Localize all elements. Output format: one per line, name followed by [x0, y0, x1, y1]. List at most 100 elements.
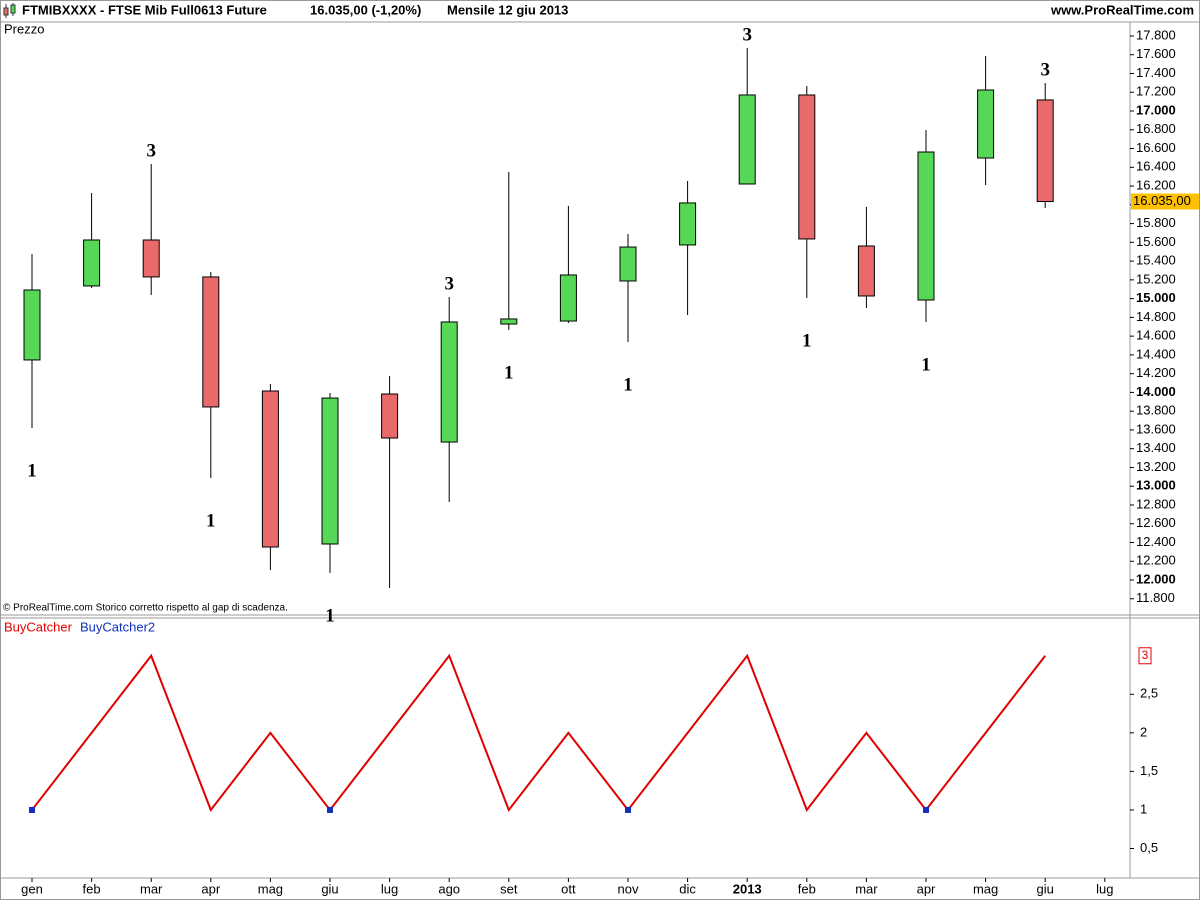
y-tick-label: 15.400 — [1136, 253, 1176, 268]
x-tick-label: dic — [679, 881, 696, 896]
y-tick-label: 12.800 — [1136, 496, 1176, 511]
y-tick-label: 14.000 — [1136, 384, 1176, 399]
y-tick-label: 14.200 — [1136, 365, 1176, 380]
x-tick-label: feb — [798, 881, 816, 896]
y-tick-label: 13.600 — [1136, 421, 1176, 436]
candle-label: 1 — [623, 374, 633, 395]
header-quote: 16.035,00 (-1,20%) — [310, 2, 421, 17]
legend-entry: BuyCatcher — [4, 619, 73, 634]
header-bar — [1, 1, 1199, 22]
y-tick-label: 17.600 — [1136, 46, 1176, 61]
y-tick-label: 15.000 — [1136, 290, 1176, 305]
y-tick-label: 13.400 — [1136, 440, 1176, 455]
y-tick-label: 14.400 — [1136, 346, 1176, 361]
candle-label: 3 — [146, 140, 156, 161]
footnote: © ProRealTime.com Storico corretto rispe… — [3, 603, 288, 614]
y-tick-label: 12.400 — [1136, 534, 1176, 549]
candle-label: 1 — [206, 510, 216, 531]
candle-label: 3 — [1040, 59, 1050, 80]
x-tick-label: apr — [917, 881, 936, 896]
candle-body — [619, 246, 637, 282]
header-symbol: FTMIBXXXX - FTSE Mib Full0613 Future — [22, 2, 267, 17]
indicator-dot — [625, 806, 631, 813]
last-price-label: 16.035,00 — [1133, 193, 1191, 208]
y-tick-label: 1 — [1140, 801, 1147, 816]
y-tick-label: 1,5 — [1140, 763, 1158, 778]
indicator-dot — [29, 806, 35, 813]
candle-body — [83, 239, 101, 287]
y-tick-label: 12.200 — [1136, 553, 1176, 568]
x-tick-label: feb — [83, 881, 101, 896]
candle-label: 1 — [921, 354, 931, 375]
y-tick-label: 17.000 — [1136, 102, 1176, 117]
header-source: www.ProRealTime.com — [1050, 2, 1194, 17]
candle-body — [798, 94, 816, 240]
panel-label: Prezzo — [4, 21, 44, 36]
x-tick-label: mag — [258, 881, 283, 896]
x-tick-label: ott — [561, 881, 576, 896]
x-tick-label: apr — [201, 881, 220, 896]
header-period: Mensile 12 giu 2013 — [447, 2, 568, 17]
y-tick-label: 17.800 — [1136, 27, 1176, 42]
candle-label: 3 — [444, 273, 454, 294]
candle-body — [679, 202, 697, 246]
y-tick-label: 2,5 — [1140, 686, 1158, 701]
y-tick-label: 14.800 — [1136, 309, 1176, 324]
candle-body — [1036, 99, 1054, 203]
candle-body — [321, 397, 339, 545]
candle-body — [738, 94, 756, 185]
y-tick-label: 14.600 — [1136, 328, 1176, 343]
last-value-box — [1138, 647, 1152, 665]
y-tick-label: 13.200 — [1136, 459, 1176, 474]
y-tick-label: 12.600 — [1136, 515, 1176, 530]
x-tick-label: set — [500, 881, 518, 896]
y-tick-label: 13.000 — [1136, 478, 1176, 493]
x-tick-label: lug — [1096, 881, 1113, 896]
y-tick-label: 16.400 — [1136, 159, 1176, 174]
x-tick-label: mar — [140, 881, 163, 896]
x-tick-label: mar — [855, 881, 878, 896]
candle-label: 1 — [27, 460, 37, 481]
candle-label: 1 — [504, 362, 514, 383]
candle-label: 1 — [802, 330, 812, 351]
x-tick-label: giu — [1037, 881, 1054, 896]
candle-body — [857, 245, 875, 297]
x-tick-label: 2013 — [733, 881, 762, 896]
y-tick-label: 11.800 — [1136, 590, 1175, 605]
x-tick-label: lug — [381, 881, 398, 896]
candle-label: 1 — [325, 605, 335, 626]
y-tick-label: 2 — [1140, 724, 1147, 739]
y-tick-label: 0,5 — [1140, 840, 1158, 855]
y-tick-label: 17.200 — [1136, 84, 1176, 99]
candle-body — [202, 276, 220, 408]
y-tick-label: 17.400 — [1136, 65, 1176, 80]
y-tick-label: 15.600 — [1136, 234, 1176, 249]
candle-body — [500, 318, 518, 325]
candle-body — [559, 274, 577, 322]
y-tick-label: 13.800 — [1136, 403, 1176, 418]
logo — [3, 3, 16, 18]
indicator-dot — [923, 806, 929, 813]
y-tick-label: 16.600 — [1136, 140, 1176, 155]
candle-label: 3 — [742, 24, 752, 45]
candle-body — [23, 289, 41, 361]
x-tick-label: ago — [438, 881, 460, 896]
y-tick-label: 16.800 — [1136, 121, 1176, 136]
y-tick-label: 15.800 — [1136, 215, 1176, 230]
last-price-box — [1131, 193, 1199, 210]
y-tick-label: 15.200 — [1136, 271, 1176, 286]
candle-body — [917, 151, 935, 301]
candle-body — [381, 393, 399, 439]
x-tick-label: giu — [321, 881, 338, 896]
y-tick-label: 12.000 — [1136, 571, 1176, 586]
legend-entry: BuyCatcher2 — [80, 619, 155, 634]
candle-body — [977, 89, 995, 159]
x-tick-label: gen — [21, 881, 43, 896]
indicator-line — [31, 653, 1046, 812]
x-tick-label: nov — [618, 881, 639, 896]
last-value-label: 3 — [1142, 648, 1149, 662]
indicator-dot — [327, 806, 333, 813]
y-tick-label: 16.200 — [1136, 177, 1176, 192]
